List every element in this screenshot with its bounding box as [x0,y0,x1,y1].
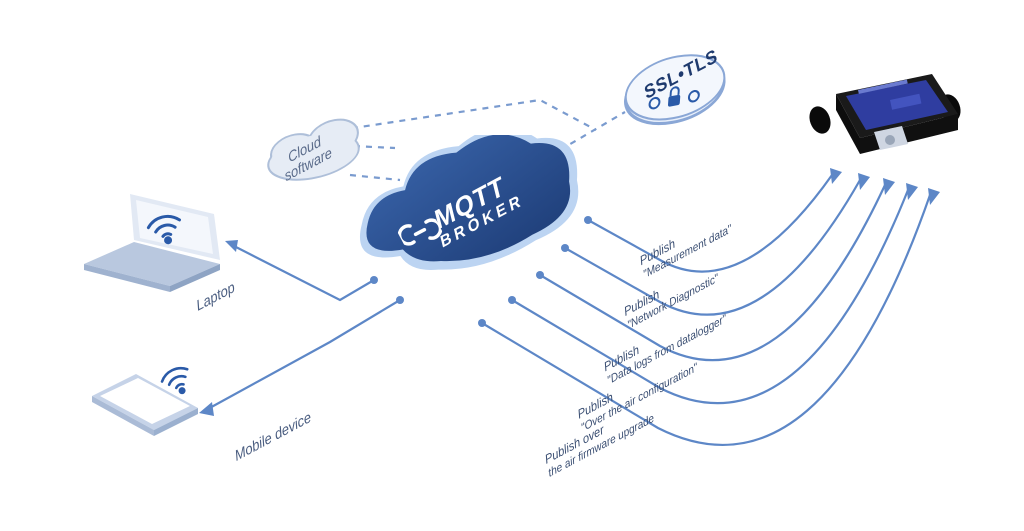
phone-label: Mobile device [233,408,313,464]
diagram-stage: Cloud software [0,0,1024,531]
ssl-tls-badge [610,44,740,154]
sensor-device-node [790,60,970,180]
phone-node [80,340,210,440]
flow-label-1: Publish "Measurement data" [639,209,733,282]
laptop-node [74,186,224,296]
